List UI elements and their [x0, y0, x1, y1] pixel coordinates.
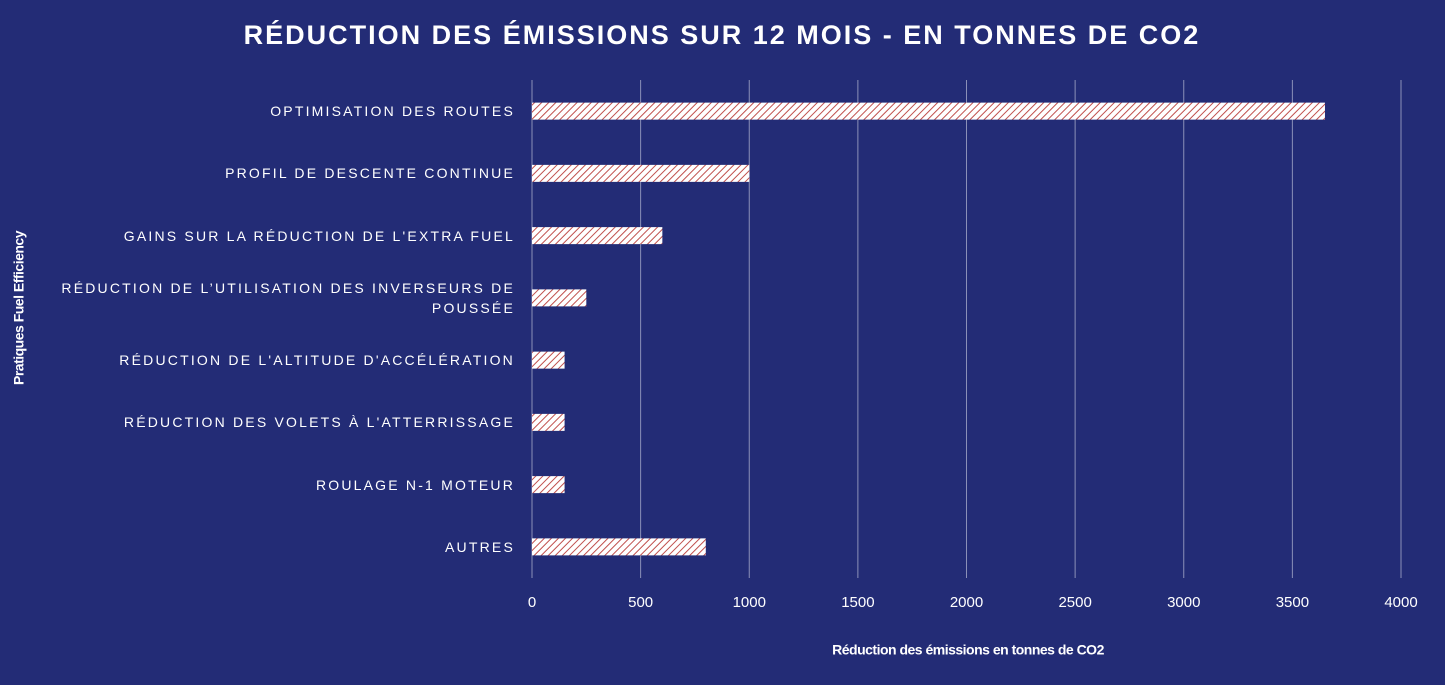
bar — [532, 538, 706, 556]
x-tick-label: 2500 — [1058, 594, 1091, 611]
x-tick-label: 4000 — [1384, 594, 1417, 611]
y-tick-label: ROULAGE N-1 MOTEUR — [315, 476, 515, 493]
y-tick-label: PROFIL DE DESCENTE CONTINUE — [225, 165, 515, 182]
x-tick-label: 2000 — [950, 594, 983, 611]
x-tick-label: 3500 — [1276, 594, 1309, 611]
bar — [532, 227, 663, 245]
bar — [532, 413, 565, 431]
y-axis-title: Pratiques Fuel Efficiency — [11, 230, 27, 385]
y-tick-label: RÉDUCTION DES VOLETS À L'ATTERRISSAGE — [123, 414, 515, 431]
y-tick-label: RÉDUCTION DE L'ALTITUDE D'ACCÉLÉRATION — [119, 352, 515, 369]
y-tick-label: GAINS SUR LA RÉDUCTION DE L'EXTRA FUEL — [123, 227, 515, 244]
x-tick-label: 1500 — [841, 594, 874, 611]
x-tick-label: 1000 — [733, 594, 766, 611]
y-tick-label: AUTRES — [445, 538, 515, 555]
bar — [532, 289, 587, 307]
chart-title: RÉDUCTION DES ÉMISSIONS SUR 12 MOIS - EN… — [244, 19, 1201, 50]
y-tick-label: RÉDUCTION DE L’UTILISATION DES INVERSEUR… — [61, 279, 515, 316]
bar — [532, 102, 1325, 120]
y-tick-label: OPTIMISATION DES ROUTES — [270, 103, 515, 120]
bar — [532, 164, 750, 182]
bar — [532, 476, 565, 494]
x-tick-label: 500 — [628, 594, 653, 611]
x-axis-title: Réduction des émissions en tonnes de CO2 — [832, 642, 1104, 658]
bar — [532, 351, 565, 369]
x-tick-label: 0 — [528, 594, 536, 611]
x-tick-label: 3000 — [1167, 594, 1200, 611]
